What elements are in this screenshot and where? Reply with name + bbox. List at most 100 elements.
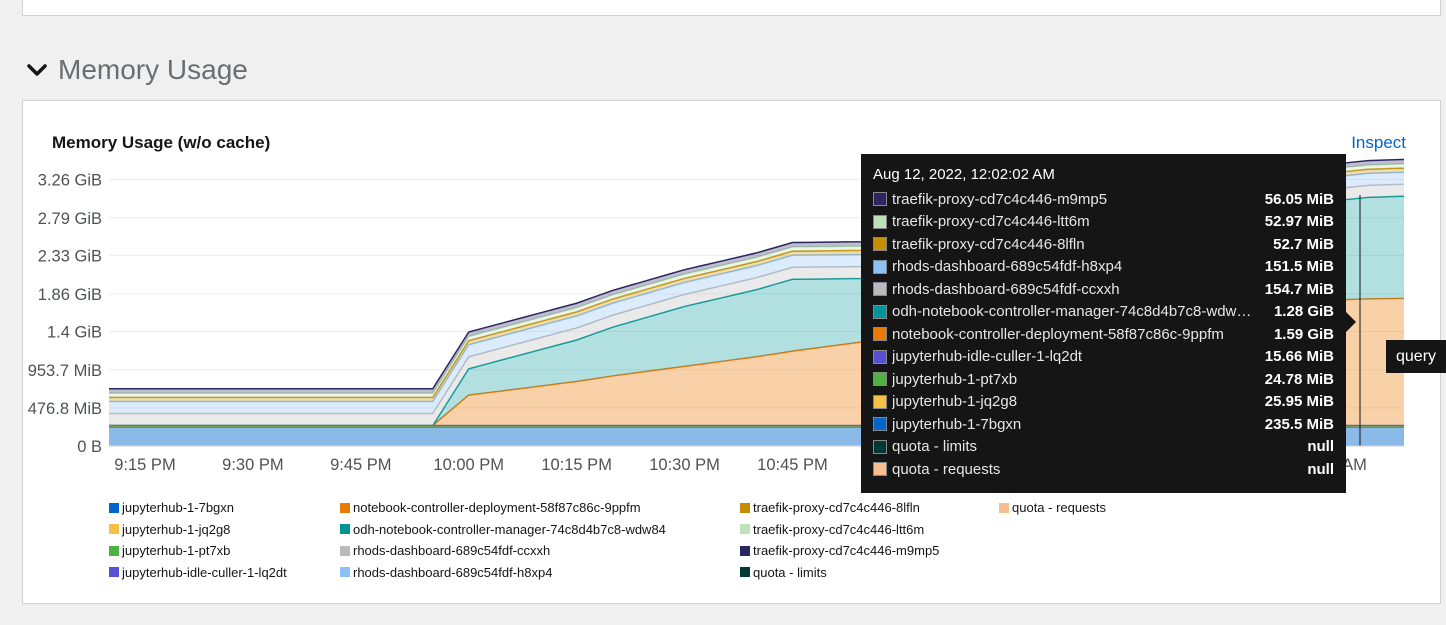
tooltip-swatch (873, 394, 887, 409)
legend-swatch (109, 545, 119, 556)
tooltip-series-value: 154.7 MiB (1264, 280, 1334, 298)
legend-swatch (109, 524, 119, 534)
legend-swatch (740, 524, 750, 534)
legend-item[interactable]: traefik-proxy-cd7c4c446-8lfln (740, 500, 920, 515)
tooltip-swatch (873, 259, 887, 274)
tooltip-series-name: jupyterhub-1-jq2g8 (892, 393, 1018, 411)
legend-label: quota - limits (753, 564, 827, 580)
tooltip-row: jupyterhub-1-pt7xb 24.78 MiB (873, 368, 1334, 391)
legend-item[interactable]: jupyterhub-1-pt7xb (109, 543, 230, 558)
tooltip-arrow (1346, 312, 1356, 332)
legend-swatch (340, 524, 350, 534)
tooltip-series-name: notebook-controller-deployment-58f87c86c… (892, 325, 1224, 343)
legend-item[interactable]: jupyterhub-idle-culler-1-lq2dt (109, 565, 287, 580)
y-tick-label: 3.26 GiB (38, 171, 102, 189)
tooltip-swatch (873, 192, 887, 207)
legend-label: jupyterhub-idle-culler-1-lq2dt (122, 564, 287, 580)
y-tick-label: 0 B (77, 438, 102, 456)
legend-item[interactable]: quota - limits (740, 565, 827, 580)
x-tick-label: 10:00 PM (433, 456, 504, 474)
section-header-memory-usage[interactable]: Memory Usage (26, 52, 248, 88)
tooltip-series-value: null (1307, 438, 1334, 456)
tooltip-series-value: 25.95 MiB (1264, 393, 1334, 411)
tooltip-series-value: 235.5 MiB (1264, 415, 1334, 433)
tooltip-series-value: 1.59 GiB (1273, 325, 1334, 343)
tooltip-swatch (873, 372, 887, 387)
y-tick-label: 476.8 MiB (28, 400, 102, 418)
tooltip-swatch (873, 214, 887, 229)
legend-item[interactable]: traefik-proxy-cd7c4c446-m9mp5 (740, 543, 939, 558)
legend-item[interactable]: rhods-dashboard-689c54fdf-ccxxh (340, 543, 550, 558)
tooltip-series-name: jupyterhub-1-pt7xb (892, 370, 1018, 388)
tooltip-swatch (873, 327, 887, 342)
legend-swatch (740, 545, 750, 556)
legend-label: jupyterhub-1-7bgxn (122, 500, 235, 515)
tooltip-series-value: 24.78 MiB (1264, 370, 1334, 388)
previous-card (22, 0, 1441, 16)
legend-swatch (340, 567, 350, 577)
legend-item[interactable]: rhods-dashboard-689c54fdf-h8xp4 (340, 565, 552, 580)
x-tick-label: 10:30 PM (649, 456, 720, 474)
legend-label: traefik-proxy-cd7c4c446-8lfln (753, 500, 920, 515)
query-tooltip: query (1386, 340, 1446, 373)
legend-label: jupyterhub-1-jq2g8 (122, 521, 231, 537)
legend-item[interactable]: odh-notebook-controller-manager-74c8d4b7… (340, 522, 666, 537)
tooltip-series-name: traefik-proxy-cd7c4c446-8lfln (892, 235, 1085, 253)
legend-item[interactable]: notebook-controller-deployment-58f87c86c… (340, 500, 641, 515)
legend-swatch (740, 567, 750, 577)
tooltip-series-value: 52.97 MiB (1264, 213, 1334, 231)
tooltip-row: quota - limits null (873, 436, 1334, 459)
tooltip-row: traefik-proxy-cd7c4c446-ltt6m 52.97 MiB (873, 211, 1334, 234)
legend-item[interactable]: traefik-proxy-cd7c4c446-ltt6m (740, 522, 924, 537)
tooltip-series-value: 1.28 GiB (1273, 303, 1334, 321)
tooltip-swatch (873, 462, 887, 477)
tooltip-series-name: traefik-proxy-cd7c4c446-ltt6m (892, 213, 1090, 231)
x-tick-label: 10:15 PM (541, 456, 612, 474)
legend-swatch (340, 545, 350, 556)
tooltip-row: notebook-controller-deployment-58f87c86c… (873, 323, 1334, 346)
legend-label: rhods-dashboard-689c54fdf-ccxxh (353, 543, 551, 558)
tooltip-series-name: rhods-dashboard-689c54fdf-ccxxh (892, 280, 1120, 298)
y-tick-label: 1.86 GiB (38, 286, 102, 304)
tooltip-swatch (873, 349, 887, 364)
x-tick-label: 9:15 PM (114, 456, 175, 474)
tooltip-series-value: 15.66 MiB (1264, 348, 1334, 366)
tooltip-swatch (873, 282, 887, 297)
legend-swatch (109, 567, 119, 577)
x-tick-label: 9:45 PM (330, 456, 391, 474)
tooltip-swatch (873, 439, 887, 454)
tooltip-series-name: jupyterhub-1-7bgxn (892, 415, 1022, 433)
legend-item[interactable]: jupyterhub-1-jq2g8 (109, 522, 230, 537)
legend-swatch (340, 502, 350, 513)
tooltip-series-value: 151.5 MiB (1264, 258, 1334, 276)
tooltip-swatch (873, 237, 887, 252)
legend-swatch (740, 502, 750, 513)
tooltip-row: traefik-proxy-cd7c4c446-8lfln 52.7 MiB (873, 233, 1334, 256)
legend-label: quota - requests (1012, 500, 1106, 515)
chart-tooltip: Aug 12, 2022, 12:02:02 AM traefik-proxy-… (861, 154, 1356, 493)
tooltip-series-value: 52.7 MiB (1273, 235, 1334, 253)
tooltip-row: jupyterhub-idle-culler-1-lq2dt 15.66 MiB (873, 346, 1334, 369)
legend-swatch (999, 502, 1009, 513)
tooltip-row: quota - requests null (873, 458, 1334, 481)
tooltip-row: odh-notebook-controller-manager-74c8d4b7… (873, 301, 1334, 324)
tooltip-series-name: rhods-dashboard-689c54fdf-h8xp4 (892, 258, 1123, 276)
tooltip-swatch (873, 417, 887, 432)
tooltip-series-value: 56.05 MiB (1264, 190, 1334, 208)
x-tick-label: 9:30 PM (222, 456, 283, 474)
legend-swatch (109, 502, 119, 513)
y-tick-label: 1.4 GiB (47, 323, 102, 341)
legend-item[interactable]: quota - requests (999, 500, 1106, 515)
tooltip-row: rhods-dashboard-689c54fdf-ccxxh 154.7 MiB (873, 278, 1334, 301)
tooltip-series-name: jupyterhub-idle-culler-1-lq2dt (892, 348, 1083, 366)
legend-label: odh-notebook-controller-manager-74c8d4b7… (353, 521, 666, 537)
inspect-link[interactable]: Inspect (1351, 133, 1406, 152)
tooltip-row: jupyterhub-1-7bgxn 235.5 MiB (873, 413, 1334, 436)
y-tick-label: 2.79 GiB (38, 210, 102, 228)
chevron-down-icon[interactable] (26, 59, 48, 81)
chart-title: Memory Usage (w/o cache) (52, 133, 271, 152)
y-tick-label: 953.7 MiB (28, 362, 102, 380)
legend-item[interactable]: jupyterhub-1-7bgxn (109, 500, 234, 515)
legend-label: traefik-proxy-cd7c4c446-ltt6m (753, 521, 925, 537)
tooltip-series-name: quota - requests (892, 460, 1001, 478)
